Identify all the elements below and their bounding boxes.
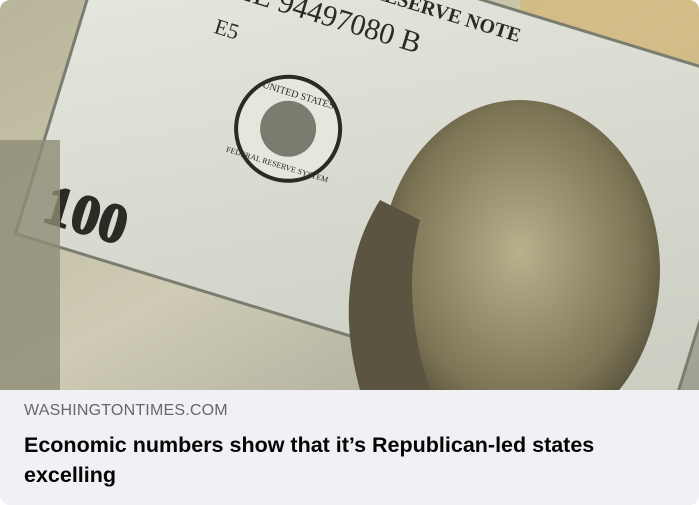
- portrait-hair: [348, 200, 430, 390]
- link-headline[interactable]: Economic numbers show that it’s Republic…: [24, 433, 595, 487]
- link-meta: WASHINGTONTIMES.COM Economic numbers sho…: [24, 402, 679, 490]
- seal-center: [260, 100, 317, 157]
- portrait: [380, 100, 660, 390]
- link-domain: WASHINGTONTIMES.COM: [24, 402, 228, 419]
- preview-image: FEDERAL RESERVE NOTE LE 94497080 B E5 UN…: [0, 0, 699, 390]
- side-bill: [0, 140, 60, 390]
